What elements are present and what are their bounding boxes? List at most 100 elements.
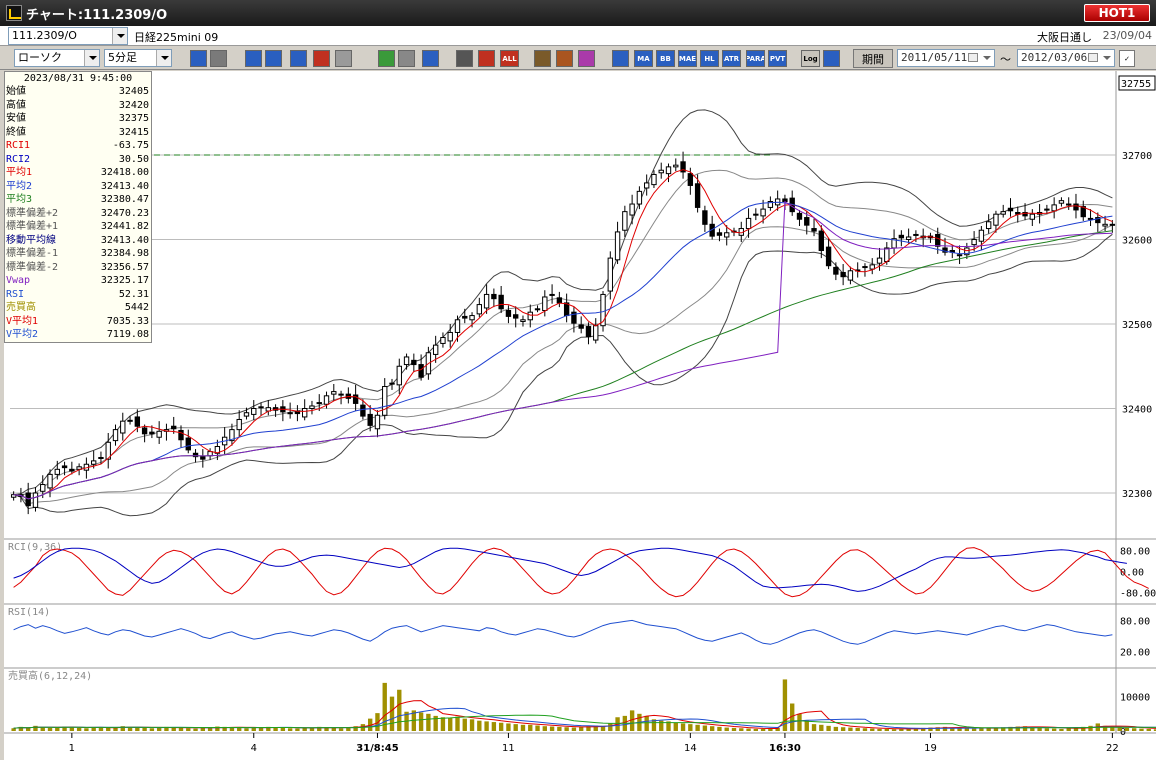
volume-bar bbox=[528, 724, 533, 731]
volume-bar bbox=[535, 725, 540, 731]
chart-area[interactable]: 32300 32400 32500 32600 32700 32755 RCI(9,36) 8… bbox=[4, 71, 1156, 760]
ma-icon[interactable]: MA bbox=[634, 50, 653, 67]
calendar-icon[interactable] bbox=[1088, 53, 1098, 62]
volume-bar bbox=[1051, 728, 1057, 731]
date-from-value: 2011/05/11 bbox=[901, 51, 968, 64]
export-icon[interactable] bbox=[823, 50, 840, 67]
indicator-icon[interactable] bbox=[612, 50, 629, 67]
volume-bar bbox=[1015, 726, 1020, 731]
volume-bar bbox=[1059, 728, 1064, 731]
volume-bar bbox=[33, 725, 38, 731]
data-row-label: 標準偏差-1 bbox=[6, 248, 59, 259]
candle-body bbox=[527, 311, 533, 321]
zoom-icon[interactable] bbox=[190, 50, 207, 67]
interval-value: 5分足 bbox=[108, 51, 137, 64]
date-to-field[interactable]: 2012/03/06 bbox=[1017, 49, 1115, 67]
candle-body bbox=[323, 395, 330, 405]
volume-bar bbox=[782, 679, 788, 731]
data-row-label: 平均2 bbox=[6, 180, 33, 192]
bollinger-band-line bbox=[13, 169, 1113, 496]
volume-bar bbox=[266, 726, 271, 731]
candle-body bbox=[549, 293, 555, 296]
chevron-down-icon[interactable] bbox=[112, 28, 127, 44]
volume-bar bbox=[462, 718, 467, 731]
instrument-code-select[interactable]: 111.2309/O bbox=[8, 27, 128, 45]
date-to-value: 2012/03/06 bbox=[1021, 51, 1088, 64]
calendar-icon[interactable] bbox=[968, 53, 978, 62]
volume-bar bbox=[870, 728, 875, 731]
candle-body bbox=[913, 233, 919, 236]
period-button[interactable]: 期間 bbox=[853, 49, 893, 68]
delete-icon[interactable] bbox=[478, 50, 495, 67]
crosshair-icon[interactable] bbox=[245, 50, 262, 67]
data-row-value: 32441.82 bbox=[100, 221, 149, 232]
data-row-label: V平均1 bbox=[6, 315, 39, 327]
x-tick-label: 4 bbox=[251, 743, 257, 754]
candle-body bbox=[745, 217, 752, 230]
data-row: 安値 32375 bbox=[5, 112, 151, 126]
undo-icon[interactable] bbox=[422, 50, 439, 67]
series-line-ma1 bbox=[13, 169, 1113, 500]
hl-icon[interactable]: HL bbox=[700, 50, 719, 67]
title-bar[interactable]: チャート:111.2309/O HOT1 bbox=[0, 0, 1156, 26]
candle-body bbox=[396, 365, 402, 386]
candle-body bbox=[200, 456, 206, 460]
pencil-icon[interactable] bbox=[378, 50, 395, 67]
volume-bar bbox=[899, 728, 904, 731]
volume-bar bbox=[448, 717, 453, 731]
candle-body bbox=[811, 228, 817, 232]
volume-bar bbox=[47, 727, 53, 731]
volume-bar bbox=[891, 729, 897, 731]
tick-icon[interactable] bbox=[313, 50, 330, 67]
bb-icon[interactable]: BB bbox=[656, 50, 675, 67]
rci-tick-label: 80.00 bbox=[1120, 546, 1150, 557]
bar-width-icon[interactable] bbox=[210, 50, 227, 67]
chart-icon[interactable] bbox=[290, 50, 307, 67]
volume-bar bbox=[287, 728, 293, 731]
wrench-icon[interactable] bbox=[556, 50, 573, 67]
pvt-icon[interactable]: PVT bbox=[768, 50, 787, 67]
chevron-down-icon[interactable] bbox=[84, 50, 99, 66]
data-row-label: 平均3 bbox=[6, 194, 33, 205]
interval-select[interactable]: 5分足 bbox=[104, 49, 172, 67]
data-row-label: V平均2 bbox=[6, 329, 39, 340]
candle-body bbox=[185, 437, 191, 451]
candle-body bbox=[192, 452, 199, 458]
atr-icon[interactable]: ATR bbox=[722, 50, 741, 67]
palette-icon[interactable] bbox=[578, 50, 595, 67]
volume-bar bbox=[739, 728, 744, 731]
search-icon[interactable] bbox=[265, 50, 282, 67]
volume-bar bbox=[120, 726, 125, 731]
data-row: 始値 32405 bbox=[5, 85, 151, 99]
volume-bar bbox=[55, 727, 60, 731]
candle-body bbox=[469, 315, 475, 321]
bollinger-band-line bbox=[13, 109, 1113, 496]
volume-ma-line bbox=[13, 700, 1156, 730]
candle-body bbox=[847, 270, 854, 281]
chart-type-select[interactable]: ローソク bbox=[14, 49, 100, 67]
para-icon[interactable]: PARA bbox=[746, 50, 765, 67]
date-from-field[interactable]: 2011/05/11 bbox=[897, 49, 995, 67]
chevron-down-icon[interactable] bbox=[156, 50, 171, 66]
data-row: 平均1 32418.00 bbox=[5, 166, 151, 180]
volume-bar bbox=[906, 728, 911, 731]
candle-body bbox=[964, 247, 970, 256]
chevron-down-icon[interactable] bbox=[980, 50, 994, 66]
chart-svg[interactable]: 32300 32400 32500 32600 32700 32755 RCI(9,36) 8… bbox=[4, 71, 1156, 760]
delete-all-icon[interactable]: ALL bbox=[500, 50, 519, 67]
grid-icon[interactable] bbox=[534, 50, 551, 67]
candle-body bbox=[767, 201, 774, 208]
alert-icon[interactable] bbox=[335, 50, 352, 67]
candle-body bbox=[622, 211, 628, 231]
volume-bar bbox=[26, 727, 31, 731]
log-icon[interactable]: Log bbox=[801, 50, 820, 67]
volume-bar bbox=[695, 724, 700, 731]
candle-up-icon[interactable] bbox=[456, 50, 473, 67]
chevron-down-icon[interactable] bbox=[1100, 50, 1114, 66]
volume-bar bbox=[91, 727, 96, 731]
volume-bar bbox=[1153, 729, 1156, 731]
cursor-icon[interactable] bbox=[398, 50, 415, 67]
mae-icon[interactable]: MAE bbox=[678, 50, 697, 67]
hot-button[interactable]: HOT1 bbox=[1084, 4, 1150, 22]
apply-check-icon[interactable]: ✓ bbox=[1119, 50, 1135, 67]
